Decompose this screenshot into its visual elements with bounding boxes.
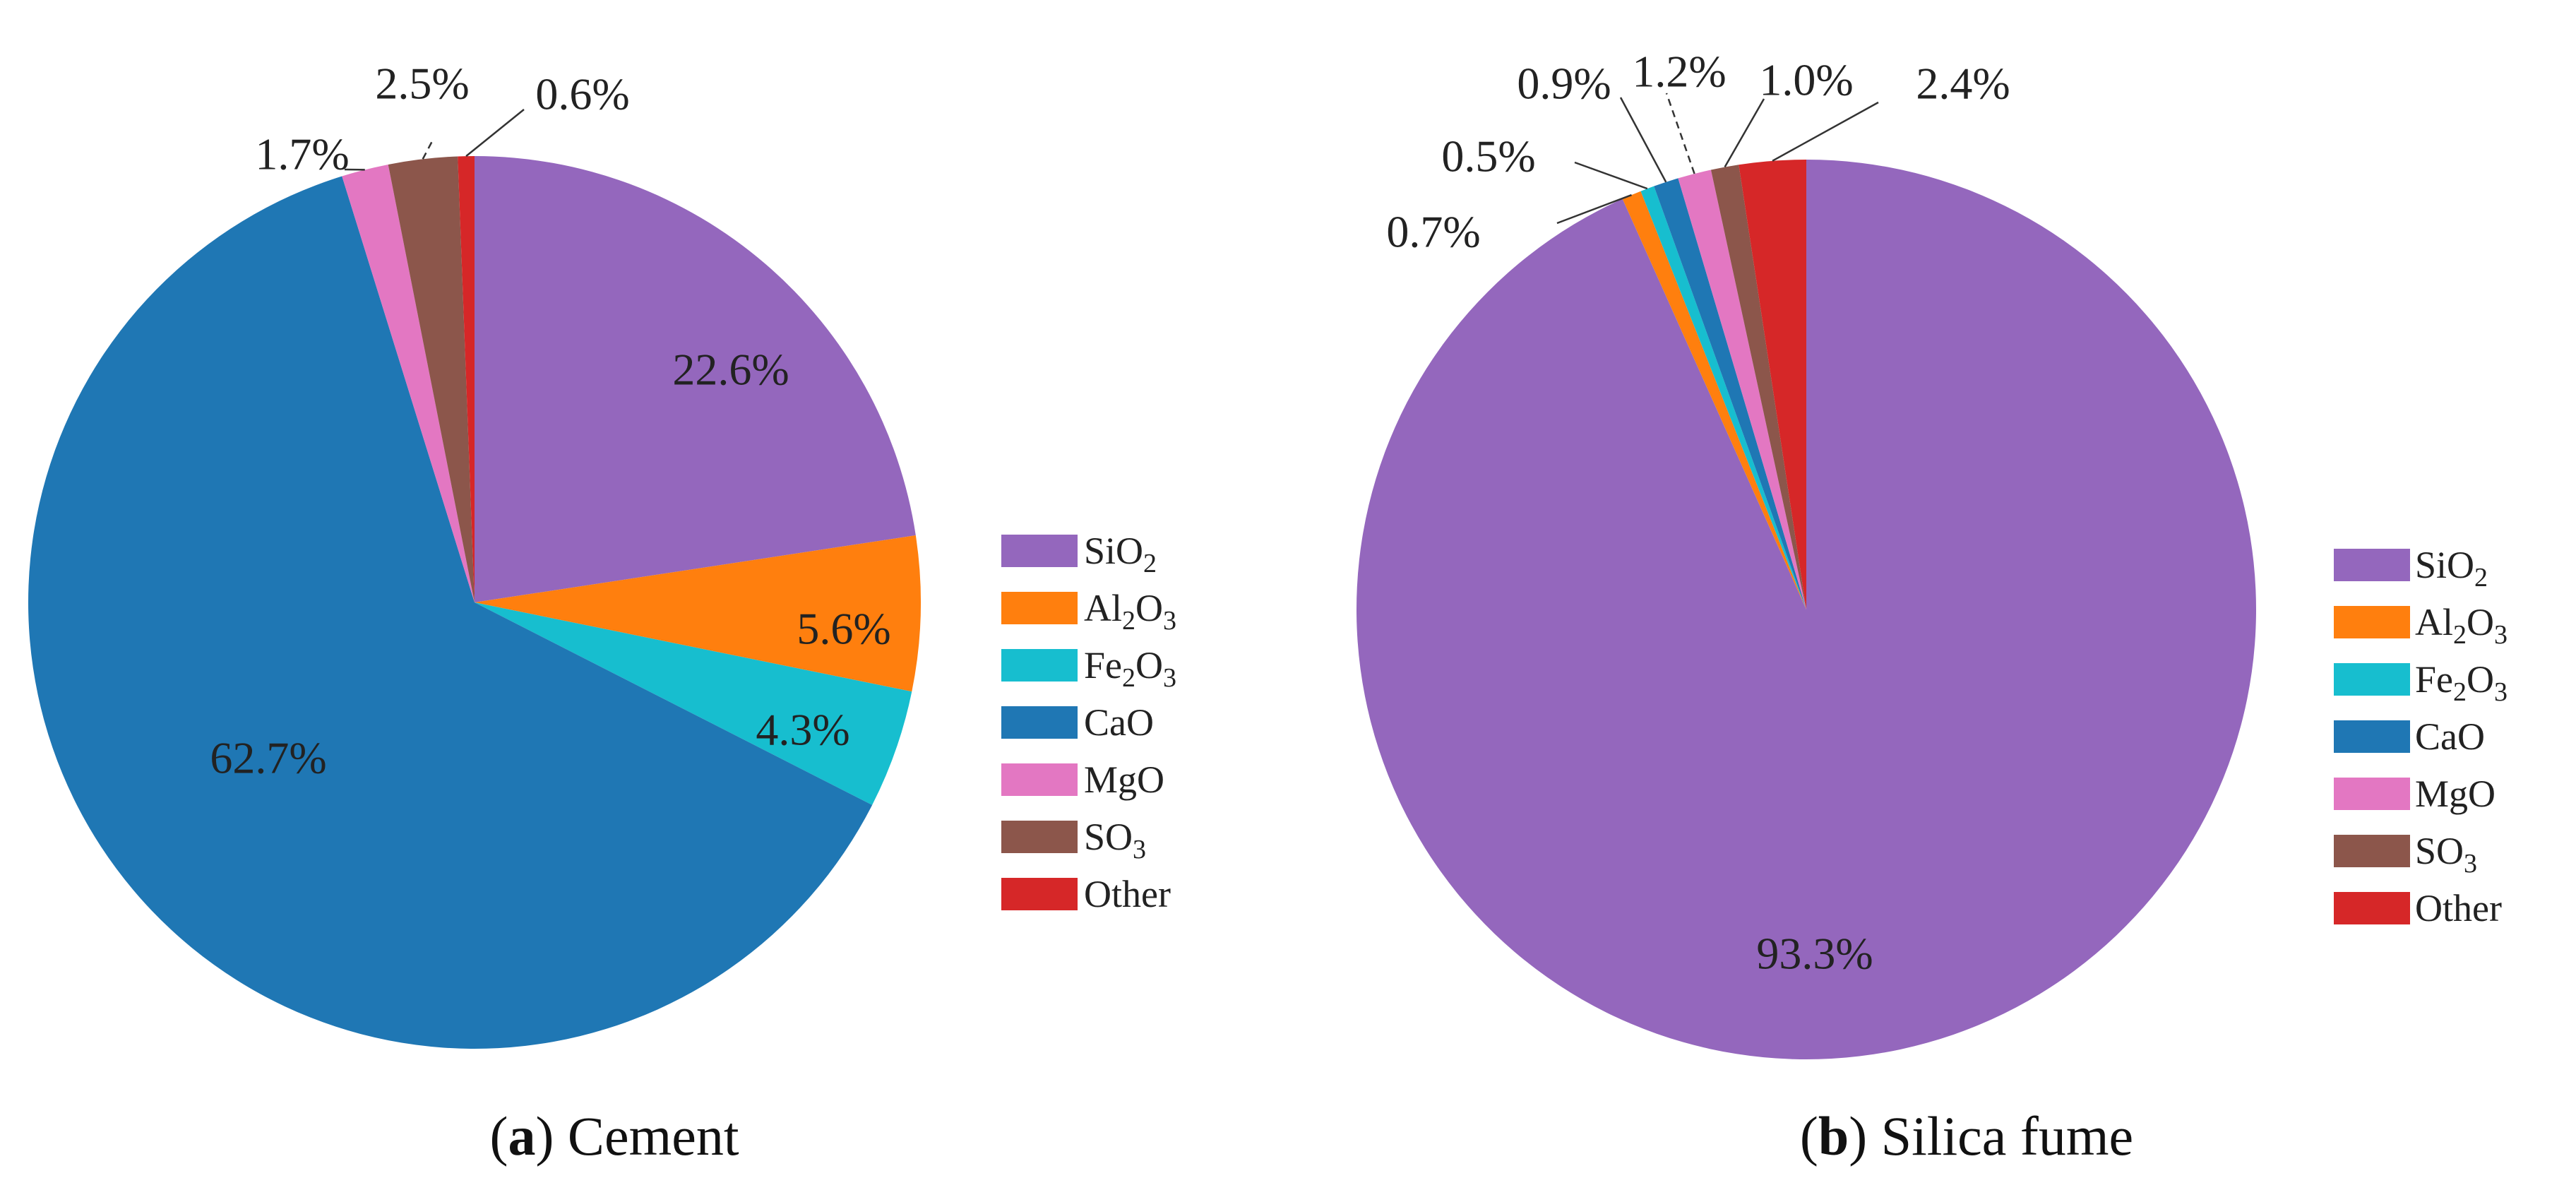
silica-fume-label-other: 2.4% — [1916, 59, 2010, 109]
cement-legend-swatch-other — [1001, 878, 1078, 910]
cement-legend-label-mgo: MgO — [1084, 758, 1164, 801]
silica-fume-legend-swatch-sio2 — [2334, 549, 2410, 581]
cement-label-cao: 62.7% — [210, 733, 326, 783]
silica-fume-legend-label-al2o3: Al2O3 — [2415, 601, 2508, 650]
cement-caption-letter: a — [508, 1105, 535, 1167]
silica-fume-leader-fe2o3 — [1574, 161, 1648, 190]
silica-fume-legend-label-cao: CaO — [2415, 715, 2485, 758]
silica-fume-slice-other — [1739, 160, 1806, 609]
silica-fume-caption: (b) Silica fume — [1800, 1105, 2133, 1167]
cement-legend-swatch-cao — [1001, 706, 1078, 739]
cement-slice-sio2 — [475, 156, 916, 602]
cement-label-sio2: 22.6% — [672, 345, 789, 395]
cement-legend-label-sio2: SiO2 — [1084, 530, 1157, 578]
silica-fume-slice-fe2o3 — [1640, 186, 1806, 609]
silica-fume-slice-sio2 — [1356, 160, 2256, 1060]
cement-legend-swatch-al2o3 — [1001, 592, 1078, 624]
cement-label-mgo: 1.7% — [255, 129, 349, 179]
silica-fume-legend-swatch-cao — [2334, 720, 2410, 753]
cement-legend-swatch-mgo — [1001, 763, 1078, 796]
cement-leader-so3 — [422, 141, 434, 160]
silica-fume-leader-cao — [1619, 97, 1667, 183]
silica-fume-caption-letter: b — [1818, 1105, 1849, 1167]
silica-fume-label-al2o3: 0.7% — [1386, 207, 1480, 257]
cement-slice-so3 — [388, 156, 475, 603]
silica-fume-label-so3: 1.0% — [1759, 55, 1853, 105]
silica-fume-leader-so3 — [1724, 98, 1765, 168]
silica-fume-legend-swatch-other — [2334, 892, 2410, 924]
cement-label-fe2o3: 4.3% — [756, 705, 849, 755]
cement-legend-label-so3: SO3 — [1084, 816, 1146, 864]
cement-slice-fe2o3 — [475, 602, 912, 805]
cement-slice-other — [458, 156, 475, 602]
silica-fume-legend-swatch-so3 — [2334, 835, 2410, 867]
cement-legend-label-other: Other — [1084, 873, 1171, 915]
silica-fume-leader-other — [1772, 101, 1879, 162]
silica-fume-slice-so3 — [1710, 165, 1806, 610]
silica-fume-legend-label-other: Other — [2415, 887, 2502, 929]
cement-legend-swatch-fe2o3 — [1001, 649, 1078, 682]
cement-legend-label-cao: CaO — [1084, 701, 1154, 744]
cement-legend-label-al2o3: Al2O3 — [1084, 587, 1176, 636]
silica-fume-pie-panel: 93.3% 0.7% 0.5% 0.9% 1.2% 1.0% 2.4% SiO2 Al2O3 Fe… — [1356, 47, 2508, 1167]
cement-legend-swatch-so3 — [1001, 821, 1078, 853]
cement-label-other: 0.6% — [535, 69, 629, 119]
silica-fume-label-fe2o3: 0.5% — [1441, 131, 1535, 182]
cement-label-al2o3: 5.6% — [797, 604, 890, 654]
cement-slice-al2o3 — [475, 535, 921, 692]
cement-slice-cao — [28, 176, 873, 1049]
cement-pie-panel: 22.6% 5.6% 4.3% 62.7% 1.7% 2.5% 0.6% SiO2 Al2O3 F… — [28, 59, 1176, 1167]
cement-caption-name: Cement — [568, 1105, 739, 1167]
silica-fume-caption-name: Silica fume — [1881, 1105, 2133, 1167]
silica-fume-legend-label-so3: SO3 — [2415, 830, 2477, 879]
silica-fume-leader-al2o3 — [1556, 194, 1632, 225]
silica-fume-legend-swatch-mgo — [2334, 778, 2410, 810]
silica-fume-legend-label-mgo: MgO — [2415, 773, 2496, 815]
cement-legend-swatch-sio2 — [1001, 535, 1078, 567]
silica-fume-legend-swatch-al2o3 — [2334, 606, 2410, 638]
silica-fume-legend-label-sio2: SiO2 — [2415, 544, 2488, 593]
silica-fume-legend-label-fe2o3: Fe2O3 — [2415, 658, 2508, 707]
silica-fume-slice-cao — [1654, 178, 1806, 609]
cement-leader-other — [465, 109, 525, 157]
cement-caption: (a) Cement — [489, 1105, 739, 1167]
silica-fume-label-cao: 0.9% — [1517, 59, 1611, 109]
silica-fume-label-mgo: 1.2% — [1632, 47, 1726, 97]
cement-label-so3: 2.5% — [375, 59, 469, 109]
silica-fume-slice-mgo — [1678, 169, 1806, 609]
cement-slice-mgo — [342, 164, 475, 602]
cement-legend-label-fe2o3: Fe2O3 — [1084, 644, 1176, 693]
silica-fume-label-sio2: 93.3% — [1756, 929, 1873, 979]
silica-fume-legend-swatch-fe2o3 — [2334, 663, 2410, 696]
silica-fume-leader-mgo — [1665, 93, 1695, 174]
silica-fume-slice-al2o3 — [1622, 191, 1806, 609]
